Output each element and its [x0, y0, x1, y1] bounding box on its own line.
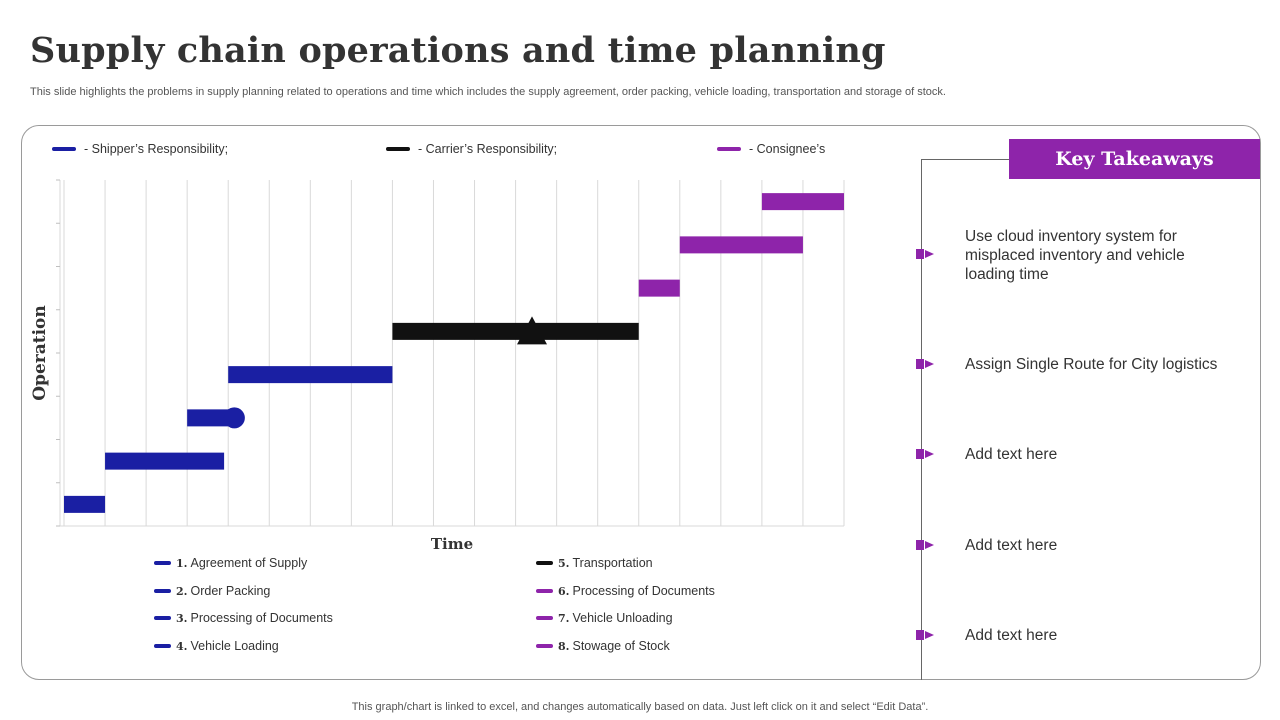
task-marker-circle-3	[223, 407, 245, 429]
legend-number: 7.	[558, 611, 570, 625]
task-legend-7: 7. Vehicle Unloading	[536, 611, 673, 625]
legend-swatch	[536, 644, 553, 648]
legend-label: Vehicle Unloading	[572, 611, 673, 625]
legend-swatch	[154, 644, 171, 648]
legend-label: - Carrier’s Responsibility;	[418, 142, 558, 156]
legend-swatch	[536, 616, 553, 620]
legend-swatch	[536, 589, 553, 593]
gantt-chart: Time Operation	[30, 179, 845, 553]
task-marker-triangle-5	[517, 316, 547, 345]
legend-swatch	[154, 561, 171, 565]
takeaway-item-1: Use cloud inventory system for misplaced…	[965, 228, 1185, 283]
legend-shipper: - Shipper’s Responsibility;	[52, 142, 228, 156]
takeaway-bullet-icon	[916, 249, 938, 259]
task-legend-5: 5. Transportation	[536, 556, 653, 570]
legend-number: 6.	[558, 584, 570, 598]
legend-label: Processing of Documents	[190, 611, 333, 625]
key-takeaways-header: Key Takeaways	[1009, 139, 1260, 179]
task-legend-3: 3. Processing of Documents	[154, 611, 333, 625]
legend-label: Order Packing	[190, 584, 271, 598]
task-legend-4: 4. Vehicle Loading	[154, 639, 279, 653]
legend-number: 8.	[558, 639, 570, 653]
legend-label: Transportation	[572, 556, 653, 570]
legend-label: Processing of Documents	[572, 584, 715, 598]
legend-swatch	[52, 147, 76, 151]
takeaway-item-3: Add text here	[965, 446, 1058, 463]
legend-label: Stowage of Stock	[572, 639, 670, 653]
legend-carrier: - Carrier’s Responsibility;	[386, 142, 557, 156]
legend-label: - Shipper’s Responsibility;	[84, 142, 229, 156]
legend-label: Agreement of Supply	[190, 556, 308, 570]
legend-swatch	[154, 589, 171, 593]
legend-number: 4.	[176, 639, 188, 653]
task-bar-4	[228, 366, 393, 384]
takeaways-connector-vertical	[921, 159, 922, 680]
legend-swatch	[536, 561, 553, 565]
task-bar-7	[679, 236, 803, 254]
task-bar-6	[638, 279, 680, 297]
takeaway-item-4: Add text here	[965, 537, 1058, 554]
legend-consignee: - Consignee’s	[717, 142, 825, 156]
takeaway-bullet-icon	[916, 630, 938, 640]
legend-label: - Consignee’s	[749, 142, 826, 156]
legend-number: 5.	[558, 556, 570, 570]
task-legend-2: 2. Order Packing	[154, 584, 270, 598]
legend-swatch	[154, 616, 171, 620]
task-bar-8	[761, 193, 844, 211]
legend-number: 3.	[176, 611, 188, 625]
y-axis-label: Operation	[30, 305, 50, 401]
footer-note: This graph/chart is linked to excel, and…	[351, 701, 929, 713]
x-axis-label: Time	[431, 535, 473, 553]
legend-number: 1.	[176, 556, 188, 570]
slide-title: Supply chain operations and time plannin…	[30, 30, 886, 71]
takeaway-item-2: Assign Single Route for City logistics	[965, 356, 1218, 373]
task-legend-1: 1. Agreement of Supply	[154, 556, 307, 570]
task-legend-6: 6. Processing of Documents	[536, 584, 715, 598]
takeaway-bullet-icon	[916, 359, 938, 369]
takeaway-item-5: Add text here	[965, 627, 1058, 644]
slide-subtitle: This slide highlights the problems in su…	[30, 86, 946, 98]
legend-swatch	[717, 147, 741, 151]
legend-label: Vehicle Loading	[190, 639, 279, 653]
takeaway-bullet-icon	[916, 540, 938, 550]
legend-swatch	[386, 147, 410, 151]
task-bar-5	[392, 322, 639, 340]
takeaways-connector-horizontal	[921, 159, 1009, 160]
content-frame	[21, 125, 1261, 680]
takeaway-bullet-icon	[916, 449, 938, 459]
task-bar-2	[105, 452, 225, 470]
legend-number: 2.	[176, 584, 188, 598]
task-legend-8: 8. Stowage of Stock	[536, 639, 670, 653]
task-bar-3	[187, 409, 235, 427]
task-bar-1	[64, 495, 106, 513]
